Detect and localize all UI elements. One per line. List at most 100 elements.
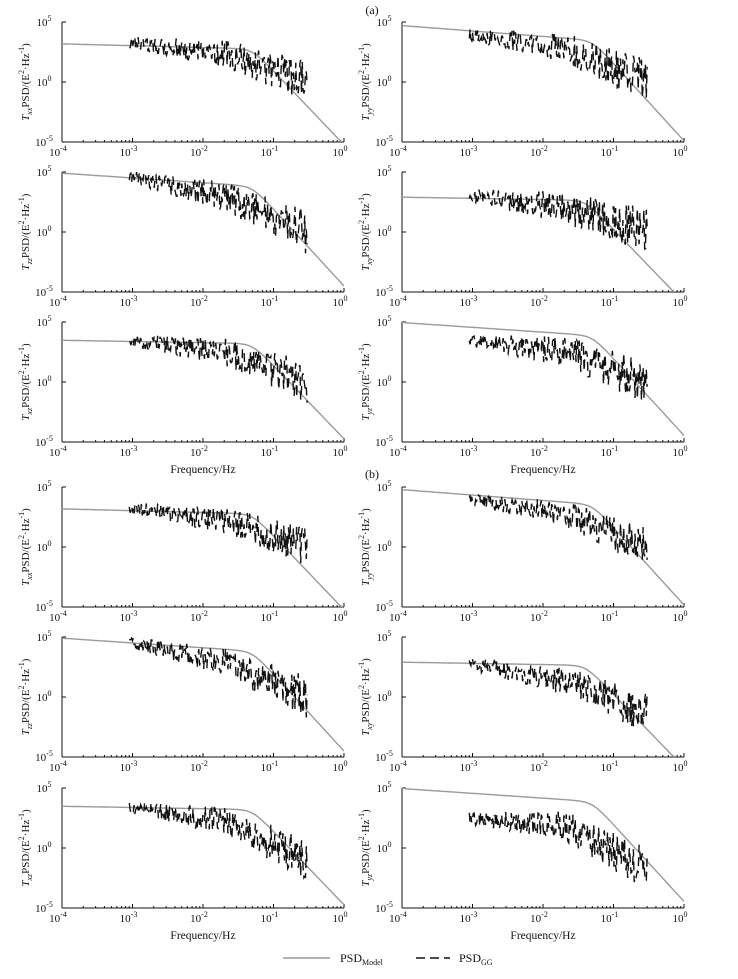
y-tick-label: 105 [377,780,392,795]
series-psd-model [62,805,344,906]
series-psd-gg [128,637,308,718]
x-tick-label: 100 [333,910,348,925]
series-psd-gg [128,34,308,95]
x-tick-label: 10-3 [120,910,138,925]
psd-chart: 10-4 10-3 10-2 10-1 100 10-5 100 105TzzPSD/(E2·… [17,629,348,774]
x-axis-label: Frequency/Hz [510,930,575,942]
x-tick-label: 100 [333,294,348,309]
y-tick-label: 10-5 [375,900,393,915]
x-tick-label: 10-4 [49,910,67,925]
y-tick-label: 10-5 [375,284,393,299]
x-tick-label: 10-2 [190,444,208,459]
x-tick-label: 10-1 [601,294,619,309]
y-tick-label: 105 [37,780,52,795]
x-axis-label: Frequency/Hz [510,464,575,476]
x-tick-label: 10-4 [49,444,67,459]
x-tick-label: 10-2 [530,444,548,459]
y-tick-label: 10-5 [35,134,53,149]
y-tick-label: 100 [377,224,392,239]
x-tick-label: 100 [333,444,348,459]
x-tick-label: 10-1 [261,294,279,309]
x-tick-label: 10-2 [190,759,208,774]
x-tick-label: 10-1 [601,910,619,925]
psd-chart: 10-4 10-3 10-2 10-1 100 10-5 100 105TyzPSD/(E2·… [357,780,688,942]
x-tick-label: 100 [673,294,688,309]
series-psd-gg [128,802,308,880]
series-psd-gg [468,657,648,727]
series-psd-gg [468,493,648,560]
panel-label-a: (a) [365,3,378,17]
x-tick-label: 100 [673,444,688,459]
x-tick-label: 10-1 [601,759,619,774]
legend: PSDModel PSDGG [283,951,493,967]
y-tick-label: 10-5 [375,749,393,764]
panel-label-b: (b) [365,467,379,481]
x-tick-label: 10-2 [190,910,208,925]
series-psd-gg [468,334,648,400]
psd-chart: 10-4 10-3 10-2 10-1 100 10-5 100 105TxxPSD/(E2·… [17,14,348,159]
psd-chart: 10-4 10-3 10-2 10-1 100 10-5 100 105TyyPSD/(E2·… [357,14,688,159]
x-tick-label: 10-3 [460,759,478,774]
y-tick-label: 100 [37,539,52,554]
series-psd-model [402,788,684,902]
y-tick-label: 10-5 [375,434,393,449]
x-tick-label: 100 [333,609,348,624]
psd-chart: 10-4 10-3 10-2 10-1 100 10-5 100 105TyzPSD/(E2·… [357,314,688,476]
psd-chart: 10-4 10-3 10-2 10-1 100 10-5 100 105TxyPSD/(E2·… [357,629,688,774]
x-tick-label: 10-2 [530,759,548,774]
y-tick-label: 105 [377,479,392,494]
y-axis-label: TzzPSD/(E2·Hz-1) [17,658,34,735]
x-tick-label: 100 [333,144,348,159]
x-tick-label: 100 [673,759,688,774]
y-tick-label: 10-5 [35,284,53,299]
x-tick-label: 10-4 [389,759,407,774]
psd-chart: 10-4 10-3 10-2 10-1 100 10-5 100 105TxzPSD/(E2·… [17,314,348,476]
y-tick-label: 105 [377,314,392,329]
y-tick-label: 105 [37,314,52,329]
x-tick-label: 10-4 [49,609,67,624]
series-psd-model [62,508,343,607]
psd-chart: 10-4 10-3 10-2 10-1 100 10-5 100 105TxxPSD/(E2·… [17,479,348,624]
y-axis-label: TxxPSD/(E2·Hz-1) [17,508,34,586]
series-psd-model [402,24,684,142]
y-tick-label: 105 [37,479,52,494]
series-psd-gg [468,28,648,98]
x-tick-label: 10-3 [460,294,478,309]
series-psd-model [402,196,675,292]
x-axis-label: Frequency/Hz [170,930,235,942]
y-axis-label: TyzPSD/(E2·Hz-1) [357,809,374,887]
y-tick-label: 10-5 [375,599,393,614]
y-tick-label: 10-5 [35,749,53,764]
x-tick-label: 10-3 [120,294,138,309]
x-tick-label: 10-1 [601,609,619,624]
series-psd-gg [468,188,648,251]
x-tick-label: 10-3 [460,144,478,159]
legend-model-label: PSDModel [340,951,384,967]
series-psd-model [402,322,684,436]
x-tick-label: 10-3 [120,759,138,774]
x-tick-label: 10-2 [190,294,208,309]
y-tick-label: 100 [37,840,52,855]
y-axis-label: TxyPSD/(E2·Hz-1) [357,658,374,736]
x-tick-label: 10-2 [530,144,548,159]
y-tick-label: 105 [377,14,392,29]
x-tick-label: 10-1 [261,759,279,774]
y-axis-label: TyyPSD/(E2·Hz-1) [357,508,374,586]
y-tick-label: 10-5 [35,599,53,614]
x-tick-label: 10-1 [261,144,279,159]
x-tick-label: 100 [333,759,348,774]
x-tick-label: 10-3 [120,609,138,624]
x-tick-label: 10-4 [49,144,67,159]
x-tick-label: 10-3 [460,444,478,459]
y-tick-label: 100 [37,374,52,389]
y-tick-label: 10-5 [375,134,393,149]
y-axis-label: TxzPSD/(E2·Hz-1) [17,809,34,887]
x-tick-label: 10-3 [120,144,138,159]
x-tick-label: 10-4 [49,294,67,309]
y-tick-label: 100 [377,539,392,554]
x-tick-label: 10-4 [389,910,407,925]
series-psd-model [62,637,344,752]
y-axis-label: TyyPSD/(E2·Hz-1) [357,43,374,121]
psd-chart: 10-4 10-3 10-2 10-1 100 10-5 100 105TzzPSD/(E2·… [17,164,348,309]
